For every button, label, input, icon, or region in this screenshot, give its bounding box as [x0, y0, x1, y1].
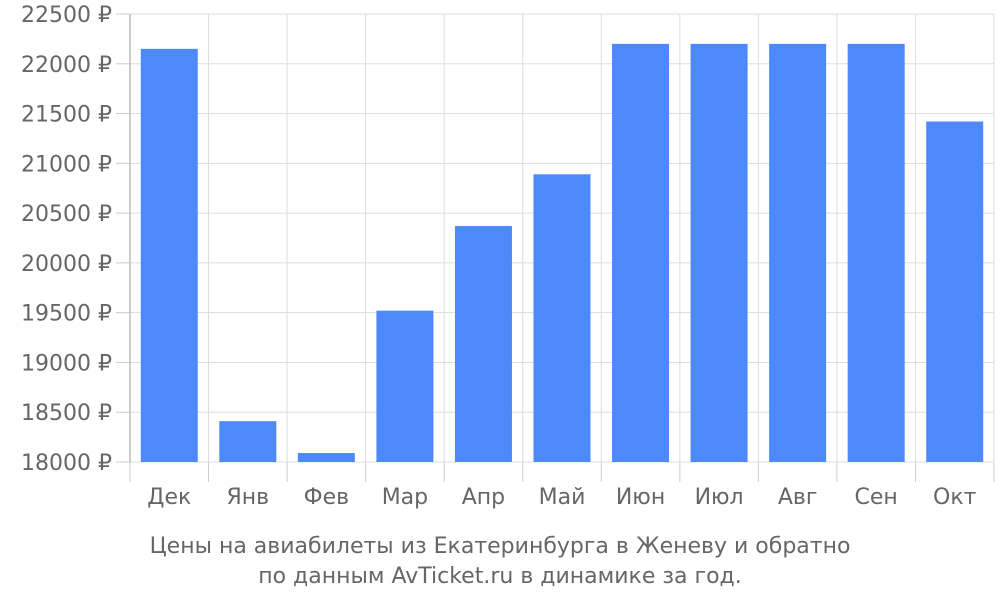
y-tick-label: 21000 ₽ [21, 152, 112, 177]
axes [116, 13, 995, 482]
y-tick-label: 20500 ₽ [21, 202, 112, 227]
bar-8 [690, 43, 748, 462]
bar-5 [454, 226, 512, 462]
chart-caption-line-1: Цены на авиабилеты из Екатеринбурга в Же… [149, 534, 851, 559]
x-category-label: Дек [147, 485, 191, 510]
bar-6 [533, 174, 591, 463]
bar-11 [926, 121, 984, 463]
bar-4 [376, 310, 434, 462]
x-category-label: Авг [778, 485, 818, 510]
bar-3 [297, 453, 355, 462]
x-category-label: Июн [616, 485, 665, 510]
y-tick-label: 22500 ₽ [21, 3, 112, 28]
bar-1 [140, 48, 198, 462]
y-tick-label: 20000 ₽ [21, 252, 112, 277]
x-category-label: Сен [855, 485, 898, 510]
x-category-label: Июл [695, 485, 744, 510]
x-category-label: Фев [304, 485, 349, 510]
y-tick-label: 21500 ₽ [21, 103, 112, 128]
y-tick-label: 19500 ₽ [21, 302, 112, 327]
x-category-label: Окт [933, 485, 977, 510]
x-category-label: Май [539, 485, 586, 510]
y-tick-label: 18000 ₽ [21, 451, 112, 476]
chart-caption-line-2: по данным AvTicket.ru в динамике за год. [258, 564, 742, 589]
y-tick-label: 22000 ₽ [21, 53, 112, 78]
y-tick-label: 18500 ₽ [21, 401, 112, 426]
bar-10 [847, 43, 905, 462]
x-category-label: Мар [382, 485, 428, 510]
x-axis-category-labels: Дек Янв Фев Мар Апр Май Июн Июл Авг Сен Окт [147, 485, 976, 510]
bar-9 [769, 43, 827, 462]
y-axis-tick-labels: 18000 ₽ 18500 ₽ 19000 ₽ 19500 ₽ 20000 ₽ 20500… [21, 3, 112, 476]
x-category-label: Янв [226, 485, 269, 510]
y-tick-label: 19000 ₽ [21, 351, 112, 376]
x-category-label: Апр [462, 485, 505, 510]
bar-2 [219, 421, 277, 462]
bar-7 [612, 43, 670, 462]
bars [140, 43, 984, 463]
